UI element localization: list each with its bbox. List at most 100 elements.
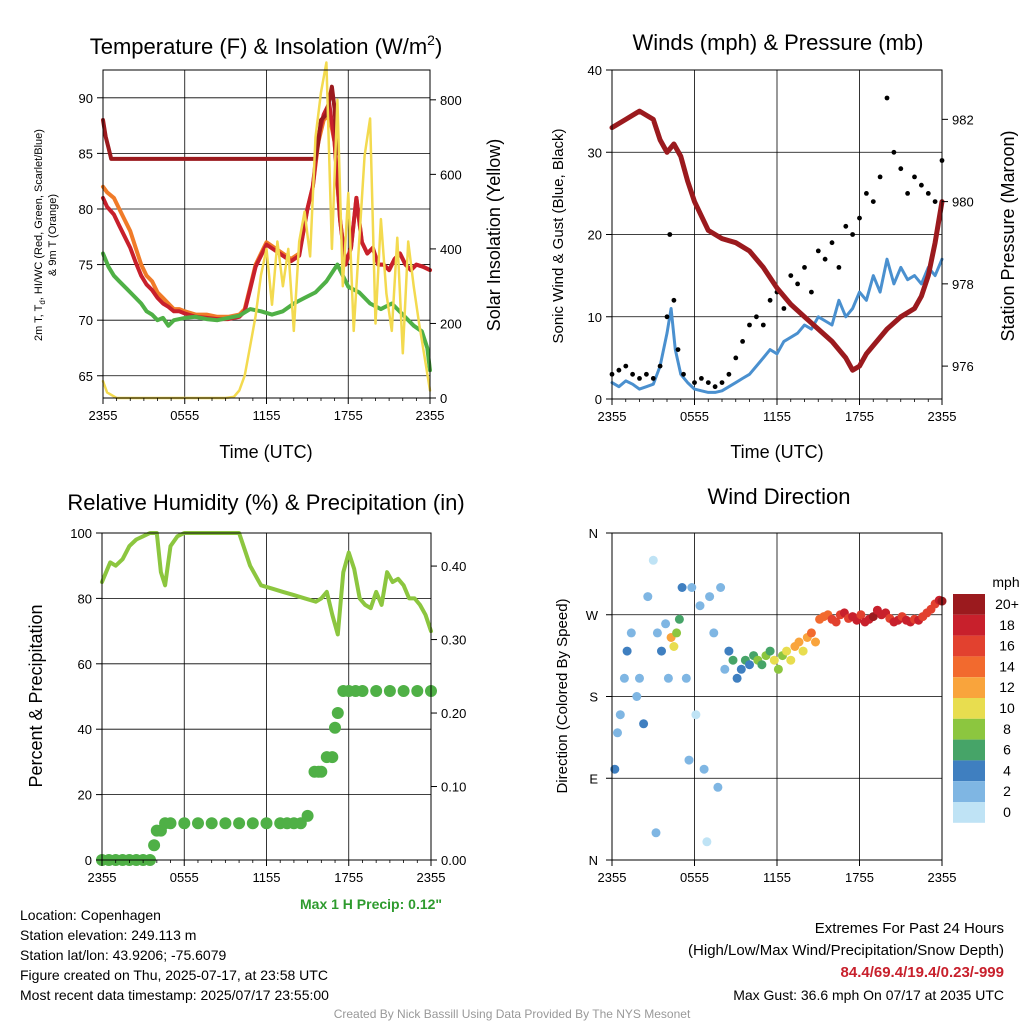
wind-gust-point: [726, 371, 732, 377]
y-right-tick-label: 400: [440, 242, 462, 257]
colorbar-label: 2: [1003, 783, 1011, 799]
wind-gust-point: [719, 380, 725, 385]
wind-direction-point: [610, 764, 620, 774]
wind-gust-point: [925, 191, 931, 196]
wind-direction-point: [635, 673, 644, 683]
wind-gust-point: [898, 166, 904, 172]
wind-direction-point: [674, 614, 684, 624]
wind-gust-point: [760, 322, 766, 328]
y-left-tick-label: 60: [78, 657, 92, 672]
colorbar-swatch: [953, 614, 985, 636]
wind-direction-point: [757, 660, 767, 670]
x-tick-label: 1155: [253, 870, 281, 885]
wind-direction-point: [868, 612, 878, 622]
wind-direction-point: [661, 619, 671, 629]
x-tick-label: 0555: [170, 870, 199, 885]
credit-line: Created By Nick Bassill Using Data Provi…: [333, 1007, 691, 1021]
temperature-ylabel-left: 2m T, Td, HI/WC (Red, Green, Scarlet/Blu…: [33, 129, 47, 341]
wind-direction-point: [798, 646, 808, 656]
x-tick-label: 1755: [334, 870, 363, 885]
y-left-tick-label: 20: [78, 788, 92, 803]
x-tick-label: 2355: [417, 870, 446, 885]
colorbar-label: 14: [999, 658, 1015, 674]
wind-direction-point: [643, 592, 653, 602]
colorbar-label: 18: [999, 617, 1015, 633]
extremes-block: Extremes For Past 24 Hours (High/Low/Max…: [688, 918, 1004, 1006]
wind-direction-point: [856, 610, 866, 620]
y-left-tick-label: 30: [588, 145, 602, 160]
extremes-values: 84.4/69.4/19.4/0.23/-999: [840, 964, 1004, 981]
wind-direction-point: [713, 782, 723, 792]
wind-gust-point: [802, 265, 807, 270]
precipitation-point: [315, 765, 328, 778]
colorbar-swatch: [953, 739, 985, 761]
wind-gust-point: [822, 256, 828, 262]
y-right-tick-label: 600: [440, 167, 462, 182]
wind-gust-point: [788, 273, 794, 278]
wind-gust-point: [671, 297, 677, 303]
wind-gust-point: [657, 363, 663, 369]
wind-direction-point: [831, 617, 841, 627]
winds-xlabel: Time (UTC): [730, 442, 823, 462]
direction-ylabel-left: Direction (Colored By Speed): [554, 598, 571, 793]
wind-gust-point: [829, 240, 835, 246]
y-right-tick-label: 0.20: [441, 706, 466, 721]
wind-gust-point: [664, 314, 670, 320]
wind-gust-point: [850, 232, 855, 237]
y-right-tick-label: 976: [952, 359, 974, 374]
x-tick-label: 2355: [928, 409, 957, 424]
winds-ticks: 2355 0555 1155 1755 2355 0 10 20 30 40 976 978 980 98…: [588, 63, 974, 424]
precipitation-point: [370, 685, 383, 697]
wind-direction-point: [651, 828, 661, 838]
colorbar-swatch: [953, 718, 985, 740]
y-left-tick-label: 75: [79, 258, 93, 273]
x-tick-label: 2355: [416, 408, 445, 423]
y-left-tick-label: 100: [70, 526, 92, 541]
colorbar-label: 0: [1003, 804, 1011, 820]
y-tick-label: S: [589, 690, 598, 705]
humidity-panel: Relative Humidity (%) & Precipitation (i…: [26, 490, 466, 885]
wind-gust-point: [681, 371, 686, 377]
wind-direction-point: [773, 664, 783, 674]
heat-index-line: [101, 84, 340, 161]
wind-direction-point: [663, 673, 673, 683]
y-right-tick-label: 0: [440, 391, 447, 406]
relative-humidity-line: [100, 531, 433, 637]
precipitation-point: [356, 685, 369, 697]
wind-direction-point: [657, 646, 666, 656]
x-tick-label: 2355: [928, 870, 957, 885]
y-left-tick-label: 80: [78, 591, 92, 606]
wind-gust-point: [836, 265, 842, 270]
y-right-tick-label: 0.40: [441, 559, 466, 574]
y-left-tick-label: 40: [78, 722, 92, 737]
wind-direction-point: [626, 628, 636, 638]
wind-gust-point: [912, 174, 917, 180]
wind-direction-point: [794, 637, 804, 647]
y-right-tick-label: 0.10: [441, 780, 466, 795]
direction-panel: Wind Direction 2355 0555 1155 1755 2355NESWN…: [554, 484, 1020, 885]
wind-direction-point: [677, 583, 687, 592]
wind-direction-point: [806, 628, 816, 638]
y-left-tick-label: 40: [588, 63, 602, 78]
wind-gust-point: [843, 223, 849, 229]
colorbar-label: 16: [999, 638, 1015, 654]
sonic-wind-line: [610, 257, 944, 394]
wind-direction-point: [782, 646, 792, 656]
wind-gust-point: [630, 371, 635, 377]
winds-ylabel-right: Station Pressure (Maroon): [998, 130, 1018, 341]
colorbar-swatch: [953, 760, 985, 782]
wind-direction-point: [705, 592, 715, 602]
wind-direction-point: [745, 660, 754, 670]
wind-gust-point: [740, 339, 745, 344]
wind-direction-point: [622, 646, 632, 656]
y-left-tick-label: 70: [79, 313, 93, 328]
winds-title: Winds (mph) & Pressure (mb): [633, 30, 924, 55]
humidity-ylabel-left: Percent & Precipitation: [26, 604, 46, 787]
colorbar-swatch: [953, 594, 985, 615]
station-latlon: Station lat/lon: 43.9206; -75.6079: [20, 947, 227, 963]
colorbar-label: 6: [1003, 742, 1011, 758]
y-right-tick-label: 978: [952, 277, 974, 292]
wind-gust-point: [650, 376, 656, 381]
colorbar-label: 8: [1003, 721, 1011, 737]
